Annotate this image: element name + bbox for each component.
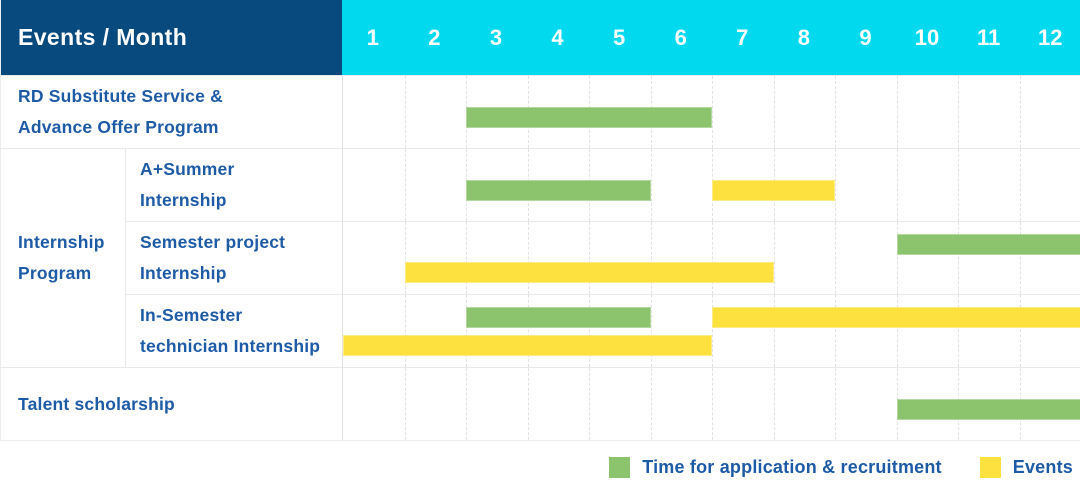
- month-gridline: [958, 76, 959, 148]
- events-bar: [712, 180, 835, 201]
- table-header-title-cell: Events / Month: [1, 0, 342, 75]
- row-label-in-semester-technician: In-Semester technician Internship: [125, 294, 342, 367]
- month-gridline: [958, 149, 959, 221]
- month-gridline: [1019, 76, 1021, 148]
- row-label-text: Talent scholarship: [18, 393, 175, 414]
- month-gridline: [589, 222, 590, 294]
- row-label-a-plus-summer: A+Summer Internship: [125, 148, 342, 221]
- legend-item-yellow: Events: [979, 457, 1073, 478]
- legend-swatch-green: [609, 457, 631, 478]
- month-gridline: [527, 295, 529, 367]
- chart-row-in-semester-technician: [342, 294, 1080, 367]
- group-label-internship-program: Internship Program: [1, 148, 125, 367]
- legend: Time for application & recruitment Events: [0, 457, 1073, 478]
- month-gridline: [404, 295, 406, 367]
- legend-label: Events: [1012, 457, 1073, 477]
- month-gridline: [773, 368, 775, 440]
- month-gridline: [404, 222, 406, 294]
- month-gridline: [404, 76, 406, 148]
- month-header-12: 12: [1037, 24, 1063, 50]
- month-header-7: 7: [736, 24, 749, 50]
- month-gridline: [404, 149, 406, 221]
- month-gridline: [835, 295, 836, 367]
- month-gridline: [773, 295, 775, 367]
- month-gridline: [589, 368, 590, 440]
- month-header-5: 5: [612, 24, 626, 50]
- month-gridline: [835, 149, 836, 221]
- month-gridline: [712, 368, 713, 440]
- month-gridline: [404, 368, 406, 440]
- month-gridline: [1019, 295, 1021, 367]
- month-gridline: [527, 368, 529, 440]
- month-axis-header: 1 2 3 4 5 6 7 8 9 10 11 12: [342, 0, 1080, 75]
- row-label-text: In-Semester technician Internship: [140, 305, 321, 356]
- row-label-text: A+Summer Internship: [140, 159, 235, 210]
- chart-row-a-plus-summer: [342, 148, 1080, 221]
- row-label-talent-scholarship: Talent scholarship: [1, 367, 342, 440]
- row-label-rd-substitute: RD Substitute Service & Advance Offer Pr…: [1, 75, 342, 148]
- month-gridline: [896, 222, 898, 294]
- month-gridline: [589, 295, 590, 367]
- month-gridline: [527, 222, 529, 294]
- month-gridline: [466, 222, 467, 294]
- month-gridline: [896, 149, 898, 221]
- application-recruitment-bar: [466, 107, 712, 128]
- month-gridline: [650, 368, 652, 440]
- month-gridline: [835, 76, 836, 148]
- chart-row-rd-substitute: [342, 75, 1080, 148]
- month-gridline: [650, 222, 652, 294]
- month-header-1: 1: [366, 24, 379, 50]
- month-gridline: [650, 295, 652, 367]
- events-bar: [712, 307, 1080, 328]
- row-label-semester-project: Semester project Internship: [125, 221, 342, 294]
- row-label-text: RD Substitute Service & Advance Offer Pr…: [18, 86, 223, 137]
- month-gridline: [896, 76, 898, 148]
- events-bar: [343, 335, 712, 356]
- month-gridline: [650, 149, 652, 221]
- month-header-3: 3: [489, 24, 503, 50]
- month-gridline: [773, 222, 775, 294]
- group-label-text: Internship Program: [18, 232, 105, 283]
- month-gridline: [712, 222, 713, 294]
- month-gridline: [712, 76, 713, 148]
- events-month-table: Events / Month 1 2 3 4 5 6 7 8 9 10 11 12 RD Substi…: [0, 0, 1080, 441]
- month-gridline: [958, 222, 959, 294]
- chart-row-talent-scholarship: [342, 367, 1080, 440]
- legend-item-green: Time for application & recruitment: [609, 457, 942, 478]
- application-recruitment-bar: [896, 234, 1080, 255]
- month-gridline: [835, 368, 836, 440]
- month-header-8: 8: [797, 24, 810, 50]
- month-gridline: [712, 295, 713, 367]
- month-header-4: 4: [551, 24, 564, 50]
- legend-label: Time for application & recruitment: [642, 457, 942, 477]
- month-gridline: [466, 368, 467, 440]
- month-header-11: 11: [976, 24, 1001, 50]
- month-header-10: 10: [914, 24, 940, 50]
- month-header-9: 9: [859, 24, 872, 50]
- application-recruitment-bar: [896, 399, 1080, 420]
- month-gridline: [773, 76, 775, 148]
- row-label-text: Semester project Internship: [140, 232, 286, 283]
- month-header-6: 6: [674, 24, 687, 50]
- events-bar: [404, 262, 774, 283]
- month-gridline: [835, 222, 836, 294]
- month-header-2: 2: [428, 24, 441, 50]
- legend-swatch-yellow: [979, 457, 1001, 478]
- application-recruitment-bar: [466, 307, 651, 328]
- events-month-header-label: Events / Month: [18, 24, 188, 50]
- application-recruitment-bar: [466, 180, 651, 201]
- chart-row-semester-project: [342, 221, 1080, 294]
- month-gridline: [1019, 149, 1021, 221]
- month-gridline: [896, 295, 898, 367]
- month-gridline: [1019, 222, 1021, 294]
- month-gridline: [466, 295, 467, 367]
- month-gridline: [958, 295, 959, 367]
